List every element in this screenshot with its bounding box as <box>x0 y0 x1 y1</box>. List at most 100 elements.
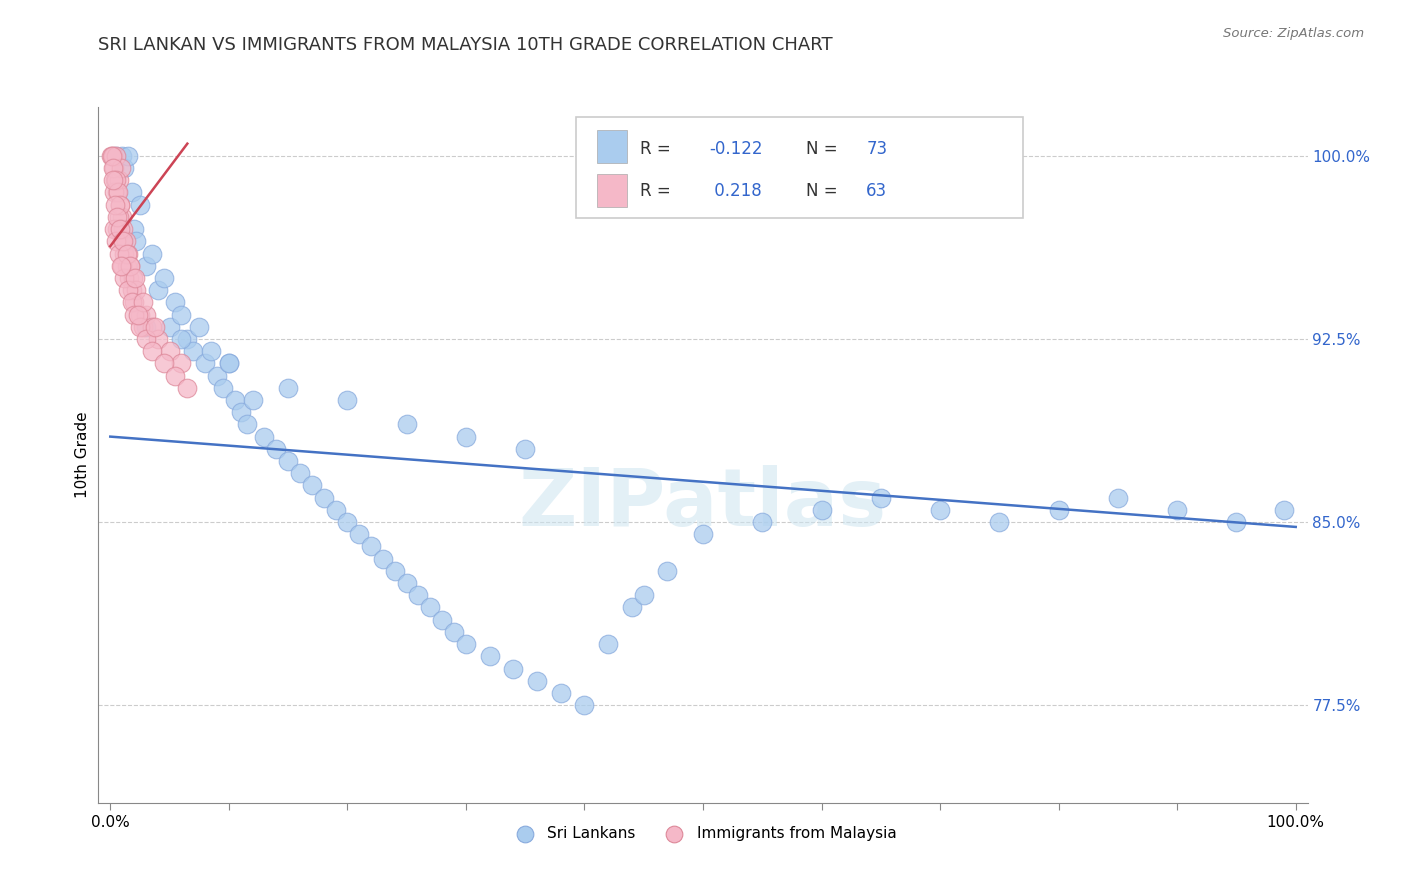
Text: 73: 73 <box>866 140 887 158</box>
Point <box>141 246 163 260</box>
Point <box>574 698 596 713</box>
Point <box>810 503 832 517</box>
Point <box>432 613 454 627</box>
Point <box>218 356 240 370</box>
Point <box>159 344 181 359</box>
Legend: Sri Lankans, Immigrants from Malaysia: Sri Lankans, Immigrants from Malaysia <box>503 820 903 847</box>
Text: 0.218: 0.218 <box>709 182 762 201</box>
Point <box>115 246 138 260</box>
Point <box>1047 503 1070 517</box>
Point <box>288 467 311 481</box>
Point <box>135 308 157 322</box>
Text: Source: ZipAtlas.com: Source: ZipAtlas.com <box>1223 27 1364 40</box>
Point <box>107 186 129 200</box>
Point <box>277 454 299 468</box>
Point <box>132 295 155 310</box>
Point <box>242 392 264 407</box>
Point <box>264 442 287 456</box>
Point <box>218 356 240 370</box>
Point <box>253 429 276 443</box>
Point <box>325 503 347 517</box>
Point <box>135 319 157 334</box>
Point <box>277 381 299 395</box>
Point <box>110 259 132 273</box>
Point <box>176 381 198 395</box>
Point <box>107 246 129 260</box>
Point <box>129 197 152 211</box>
Text: R =: R = <box>640 140 676 158</box>
Point <box>152 356 174 370</box>
Point <box>235 417 257 432</box>
Point <box>141 319 163 334</box>
Point <box>170 332 193 346</box>
Point <box>114 271 136 285</box>
Point <box>112 235 135 249</box>
Point <box>127 308 149 322</box>
Point <box>115 259 138 273</box>
Point <box>478 649 501 664</box>
Point <box>104 173 127 187</box>
Point <box>117 149 139 163</box>
Point <box>454 637 477 651</box>
Point <box>121 283 143 297</box>
Point <box>107 173 129 187</box>
Point <box>125 283 148 297</box>
Point <box>135 259 157 273</box>
Point <box>224 392 246 407</box>
Point <box>408 588 430 602</box>
Point <box>347 527 370 541</box>
Point <box>103 186 125 200</box>
Point <box>105 210 128 224</box>
FancyBboxPatch shape <box>576 118 1024 219</box>
Point <box>620 600 643 615</box>
Point <box>105 149 128 163</box>
Point <box>135 332 157 346</box>
Point <box>312 491 335 505</box>
Point <box>105 222 128 236</box>
Point <box>146 332 169 346</box>
Point <box>108 222 131 236</box>
Point <box>395 576 418 591</box>
Point <box>336 392 359 407</box>
Point <box>143 319 166 334</box>
Point <box>105 235 128 249</box>
Point <box>454 429 477 443</box>
Point <box>121 295 143 310</box>
Point <box>132 319 155 334</box>
Point <box>188 319 211 334</box>
Point <box>657 564 679 578</box>
Point <box>229 405 252 419</box>
Point <box>120 259 142 273</box>
Point <box>1272 503 1295 517</box>
Point <box>165 368 187 383</box>
Point <box>114 246 136 260</box>
Point <box>117 246 139 260</box>
Point <box>105 149 128 163</box>
Point <box>194 356 217 370</box>
Point <box>105 186 128 200</box>
Point <box>108 210 131 224</box>
Text: 63: 63 <box>866 182 887 201</box>
Point <box>165 295 187 310</box>
Text: R =: R = <box>640 182 676 201</box>
Point <box>129 319 152 334</box>
Point <box>122 222 145 236</box>
Point <box>111 210 134 224</box>
Point <box>101 149 124 163</box>
Point <box>141 344 163 359</box>
Point <box>1107 491 1129 505</box>
Point <box>598 637 620 651</box>
Point <box>371 551 394 566</box>
Point <box>117 283 139 297</box>
Text: N =: N = <box>806 140 842 158</box>
Point <box>336 515 359 529</box>
Point <box>181 344 204 359</box>
Point <box>176 332 198 346</box>
Text: SRI LANKAN VS IMMIGRANTS FROM MALAYSIA 10TH GRADE CORRELATION CHART: SRI LANKAN VS IMMIGRANTS FROM MALAYSIA 1… <box>98 36 832 54</box>
Point <box>111 259 134 273</box>
Point <box>146 283 169 297</box>
Point <box>124 271 146 285</box>
Point <box>550 686 572 700</box>
Point <box>170 308 193 322</box>
Text: ZIPatlas: ZIPatlas <box>519 465 887 542</box>
